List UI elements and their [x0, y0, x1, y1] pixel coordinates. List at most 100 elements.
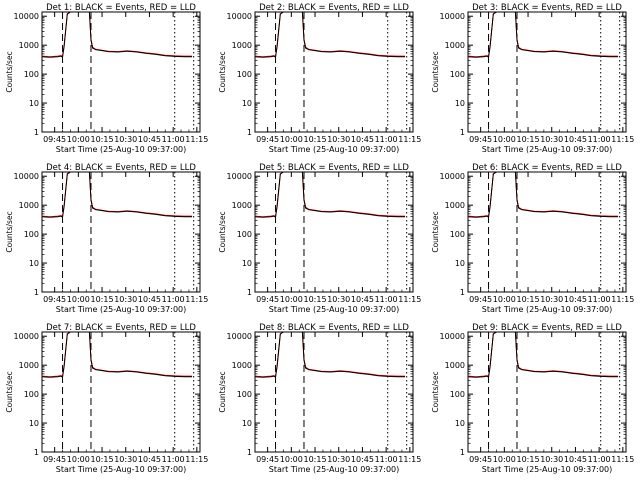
series-line-events	[255, 172, 406, 219]
series-line-lld	[42, 172, 193, 218]
x-tick-label: 11:00	[375, 455, 398, 464]
y-tick-label: 10	[242, 419, 252, 428]
x-tick-label: 10:45	[138, 135, 161, 144]
x-axis-label: Start Time (25-Aug-10 09:37:00)	[269, 305, 400, 314]
series-line-events	[468, 332, 619, 379]
detector-panel-4: Det 4: BLACK = Events, RED = LLD 1 10 100 10…	[0, 160, 213, 320]
y-tick-label: 100	[237, 230, 252, 239]
panel-svg: Det 4: BLACK = Events, RED = LLD 1 10 100 10…	[5, 163, 208, 314]
y-tick-label: 1	[34, 288, 39, 297]
y-tick-label: 1000	[445, 201, 465, 210]
x-tick-label: 10:00	[67, 135, 90, 144]
y-tick-label: 1	[460, 288, 465, 297]
x-tick-label: 10:15	[517, 135, 540, 144]
x-tick-label: 11:00	[375, 135, 398, 144]
x-tick-label: 10:30	[327, 455, 350, 464]
y-tick-label: 10	[455, 419, 465, 428]
y-tick-label: 1000	[232, 201, 252, 210]
x-tick-label: 10:15	[91, 455, 114, 464]
y-tick-label: 1	[247, 448, 252, 457]
y-tick-label: 1000	[19, 361, 39, 370]
y-tick-label: 1	[34, 128, 39, 137]
x-tick-label: 10:45	[351, 295, 374, 304]
x-tick-label: 09:45	[43, 455, 66, 464]
series-line-events	[42, 172, 193, 219]
y-tick-label: 1000	[445, 361, 465, 370]
y-axis-label: Counts/sec	[431, 51, 440, 92]
panel-svg: Det 6: BLACK = Events, RED = LLD 1 10 100 10…	[431, 163, 634, 314]
x-tick-label: 11:00	[588, 455, 611, 464]
plot-frame	[41, 11, 201, 133]
x-tick-label: 09:45	[256, 295, 279, 304]
detector-panel-5: Det 5: BLACK = Events, RED = LLD 1 10 100 10…	[213, 160, 426, 320]
x-axis-label: Start Time (25-Aug-10 09:37:00)	[56, 145, 187, 154]
x-tick-label: 11:00	[375, 295, 398, 304]
panel-title: Det 7: BLACK = Events, RED = LLD	[46, 323, 196, 333]
x-tick-label: 10:45	[138, 455, 161, 464]
series-line-lld	[255, 332, 406, 378]
panel-title: Det 8: BLACK = Events, RED = LLD	[259, 323, 409, 333]
plot-frame	[467, 171, 627, 293]
x-tick-label: 09:45	[256, 135, 279, 144]
y-axis-label: Counts/sec	[218, 371, 227, 412]
series-line-lld	[42, 332, 193, 378]
y-tick-label: 10	[29, 99, 39, 108]
y-axis-label: Counts/sec	[431, 211, 440, 252]
x-tick-label: 10:45	[564, 455, 587, 464]
x-axis-label: Start Time (25-Aug-10 09:37:00)	[482, 145, 613, 154]
x-tick-label: 10:15	[517, 295, 540, 304]
y-tick-label: 1000	[19, 41, 39, 50]
series-line-lld	[468, 332, 619, 378]
x-tick-label: 10:15	[304, 455, 327, 464]
x-tick-label: 11:15	[185, 295, 208, 304]
series-line-events	[468, 12, 619, 59]
y-tick-label: 10	[29, 419, 39, 428]
x-axis-label: Start Time (25-Aug-10 09:37:00)	[269, 145, 400, 154]
plot-frame	[467, 11, 627, 133]
y-tick-label: 1	[247, 128, 252, 137]
x-tick-label: 11:00	[588, 295, 611, 304]
y-tick-label: 1	[460, 128, 465, 137]
x-tick-label: 10:15	[91, 135, 114, 144]
panel-title: Det 5: BLACK = Events, RED = LLD	[259, 163, 409, 173]
x-tick-label: 09:45	[256, 455, 279, 464]
plot-frame	[41, 331, 201, 453]
x-tick-label: 11:15	[398, 135, 421, 144]
x-tick-label: 11:15	[611, 135, 634, 144]
x-axis-label: Start Time (25-Aug-10 09:37:00)	[482, 465, 613, 474]
plot-frame	[41, 171, 201, 293]
y-axis-label: Counts/sec	[5, 211, 14, 252]
y-tick-label: 1	[460, 448, 465, 457]
x-tick-label: 10:45	[351, 455, 374, 464]
series-line-lld	[42, 12, 193, 58]
panel-title: Det 2: BLACK = Events, RED = LLD	[259, 3, 409, 13]
y-tick-label: 100	[24, 230, 39, 239]
x-tick-label: 11:00	[588, 135, 611, 144]
series-line-lld	[255, 172, 406, 218]
y-tick-label: 100	[450, 390, 465, 399]
x-tick-label: 11:15	[185, 135, 208, 144]
x-tick-label: 11:15	[185, 455, 208, 464]
x-tick-label: 11:00	[162, 455, 185, 464]
detector-panel-1: Det 1: BLACK = Events, RED = LLD 1 10 100 10…	[0, 0, 213, 160]
series-line-events	[42, 12, 193, 59]
plot-frame	[254, 171, 414, 293]
x-tick-label: 10:30	[540, 455, 563, 464]
y-axis-label: Counts/sec	[218, 211, 227, 252]
x-tick-label: 09:45	[43, 135, 66, 144]
y-axis-label: Counts/sec	[431, 371, 440, 412]
panel-svg: Det 3: BLACK = Events, RED = LLD 1 10 100 10…	[431, 3, 634, 154]
detector-panel-8: Det 8: BLACK = Events, RED = LLD 1 10 100 10…	[213, 320, 426, 480]
y-tick-label: 100	[24, 70, 39, 79]
x-tick-label: 10:15	[517, 455, 540, 464]
series-line-lld	[255, 12, 406, 58]
x-tick-label: 10:00	[280, 135, 303, 144]
y-tick-label: 10000	[227, 172, 252, 181]
y-tick-label: 10000	[14, 332, 39, 341]
detector-panel-7: Det 7: BLACK = Events, RED = LLD 1 10 100 10…	[0, 320, 213, 480]
y-tick-label: 10	[242, 99, 252, 108]
x-axis-label: Start Time (25-Aug-10 09:37:00)	[482, 305, 613, 314]
x-tick-label: 10:30	[114, 135, 137, 144]
x-tick-label: 10:00	[493, 135, 516, 144]
